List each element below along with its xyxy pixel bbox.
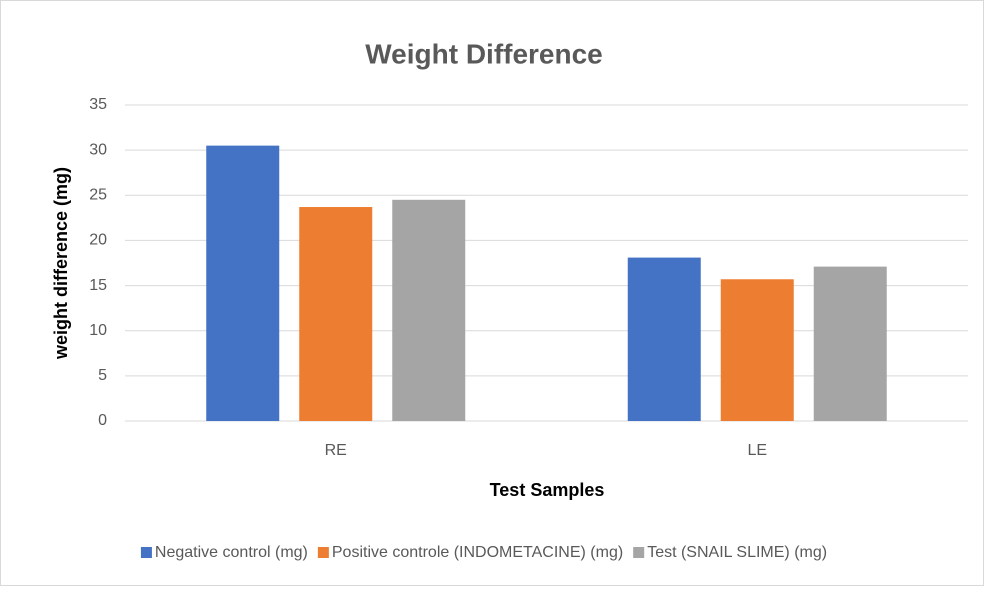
- y-axis-label: weight difference (mg): [51, 167, 71, 360]
- legend-label: Positive controle (INDOMETACINE) (mg): [332, 544, 623, 561]
- y-tick-label: 30: [89, 141, 107, 158]
- x-tick-label: RE: [325, 442, 347, 459]
- chart-title: Weight Difference: [365, 38, 603, 69]
- legend-label: Negative control (mg): [155, 544, 308, 561]
- x-axis-label: Test Samples: [490, 480, 605, 500]
- bar: [206, 145, 280, 421]
- x-tick-label: LE: [747, 442, 767, 459]
- y-tick-label: 5: [98, 367, 107, 384]
- bar: [299, 207, 373, 421]
- bar: [720, 279, 794, 421]
- bar: [627, 257, 701, 421]
- bar: [813, 266, 887, 421]
- y-tick-label: 10: [89, 322, 107, 339]
- y-tick-label: 0: [98, 412, 107, 429]
- y-tick-label: 25: [89, 187, 107, 204]
- legend-swatch: [317, 547, 329, 558]
- y-tick-label: 15: [89, 277, 107, 294]
- y-tick-label: 35: [89, 96, 107, 113]
- bar: [392, 199, 466, 421]
- legend-swatch: [140, 547, 152, 558]
- legend-swatch: [633, 547, 645, 558]
- legend-label: Test (SNAIL SLIME) (mg): [647, 544, 827, 561]
- y-tick-label: 20: [89, 232, 107, 249]
